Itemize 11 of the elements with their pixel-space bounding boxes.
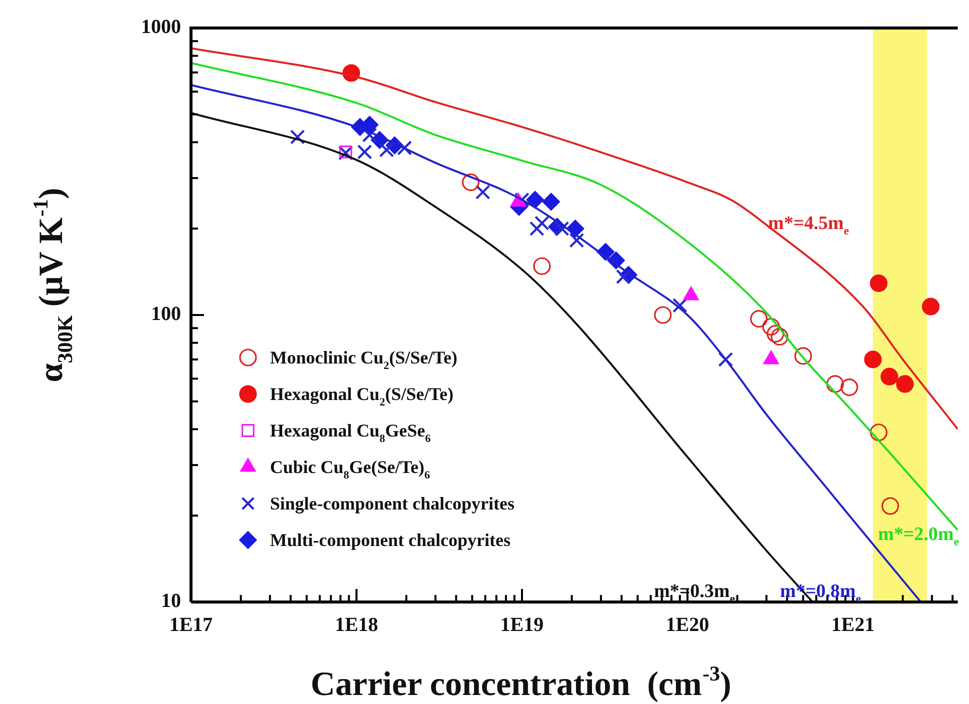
x-tick-label: 1E21 xyxy=(831,614,875,636)
y-tick-label: 10 xyxy=(161,590,181,612)
x-tick-label: 1E19 xyxy=(500,614,544,636)
legend-label: Single-component chalcopyrites xyxy=(270,494,514,514)
x-tick-label: 1E20 xyxy=(666,614,710,636)
x-tick-label: 1E17 xyxy=(169,614,213,636)
y-tick-label: 1000 xyxy=(141,16,181,38)
x-tick-label: 1E18 xyxy=(334,614,378,636)
legend-label: Multi-component chalcopyrites xyxy=(270,530,510,550)
y-tick-label: 100 xyxy=(151,303,181,326)
y-axis-title: α300K (μV K-1) xyxy=(28,188,78,382)
